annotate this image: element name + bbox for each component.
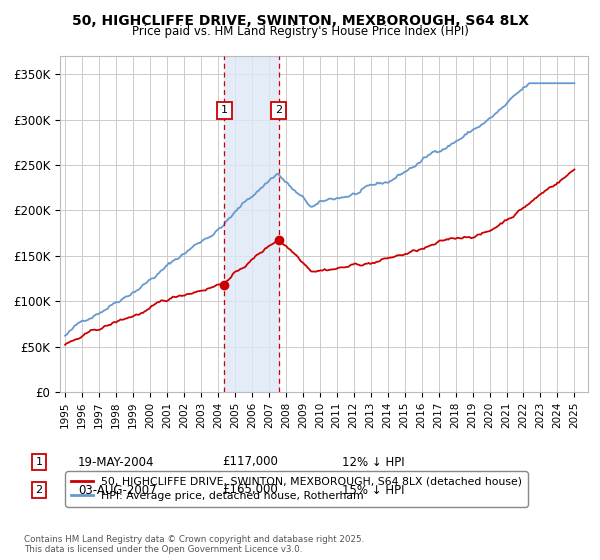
Text: 03-AUG-2007: 03-AUG-2007 <box>78 483 157 497</box>
Text: 1: 1 <box>35 457 43 467</box>
Text: 12% ↓ HPI: 12% ↓ HPI <box>342 455 404 469</box>
Text: Price paid vs. HM Land Registry's House Price Index (HPI): Price paid vs. HM Land Registry's House … <box>131 25 469 38</box>
Text: 50, HIGHCLIFFE DRIVE, SWINTON, MEXBOROUGH, S64 8LX: 50, HIGHCLIFFE DRIVE, SWINTON, MEXBOROUG… <box>71 14 529 28</box>
Text: 15% ↓ HPI: 15% ↓ HPI <box>342 483 404 497</box>
Text: 2: 2 <box>275 105 282 115</box>
Bar <box>224 56 278 392</box>
Text: 2: 2 <box>35 485 43 495</box>
Text: 1: 1 <box>221 105 227 115</box>
Text: £165,000: £165,000 <box>222 483 278 497</box>
Text: Contains HM Land Registry data © Crown copyright and database right 2025.
This d: Contains HM Land Registry data © Crown c… <box>24 535 364 554</box>
Text: 19-MAY-2004: 19-MAY-2004 <box>78 455 155 469</box>
Legend: 50, HIGHCLIFFE DRIVE, SWINTON, MEXBOROUGH, S64 8LX (detached house), HPI: Averag: 50, HIGHCLIFFE DRIVE, SWINTON, MEXBOROUG… <box>65 472 527 506</box>
Text: £117,000: £117,000 <box>222 455 278 469</box>
